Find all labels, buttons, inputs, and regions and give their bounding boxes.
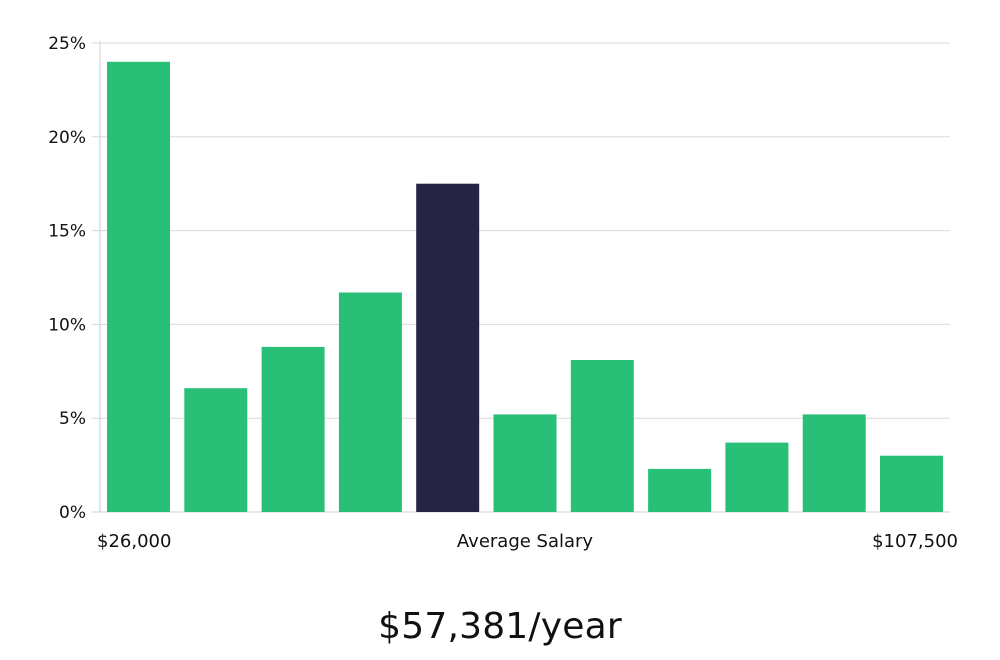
- bar: [648, 468, 712, 512]
- bar: [493, 414, 557, 512]
- bar-average-salary: [416, 183, 480, 512]
- x-axis-labels: $26,000 Average Salary $107,500: [97, 531, 958, 552]
- bar: [802, 414, 866, 512]
- bars: [107, 61, 943, 513]
- y-tick-label: 25%: [48, 34, 86, 54]
- chart-svg: 0% 5% 10% 15% 20% 25% $26,000 Average Salary …: [48, 34, 958, 552]
- bar: [725, 442, 789, 512]
- bar: [570, 360, 634, 512]
- y-tick-label: 5%: [59, 409, 86, 429]
- x-label-average-salary: Average Salary: [457, 531, 594, 552]
- y-tick-label: 20%: [48, 128, 86, 148]
- bar: [261, 346, 325, 512]
- x-label-min: $26,000: [97, 531, 171, 552]
- x-label-max: $107,500: [872, 531, 958, 552]
- bar: [338, 292, 402, 512]
- y-tick-label: 0%: [59, 503, 86, 523]
- y-tick-label: 10%: [48, 315, 86, 335]
- y-axis-ticks: 0% 5% 10% 15% 20% 25%: [48, 34, 86, 523]
- average-salary-value: $57,381/year: [378, 606, 622, 647]
- bar: [880, 455, 943, 512]
- bar: [184, 388, 248, 512]
- y-tick-label: 15%: [48, 222, 86, 242]
- salary-distribution-chart: 0% 5% 10% 15% 20% 25% $26,000 Average Salary …: [48, 34, 958, 552]
- bar: [107, 61, 170, 513]
